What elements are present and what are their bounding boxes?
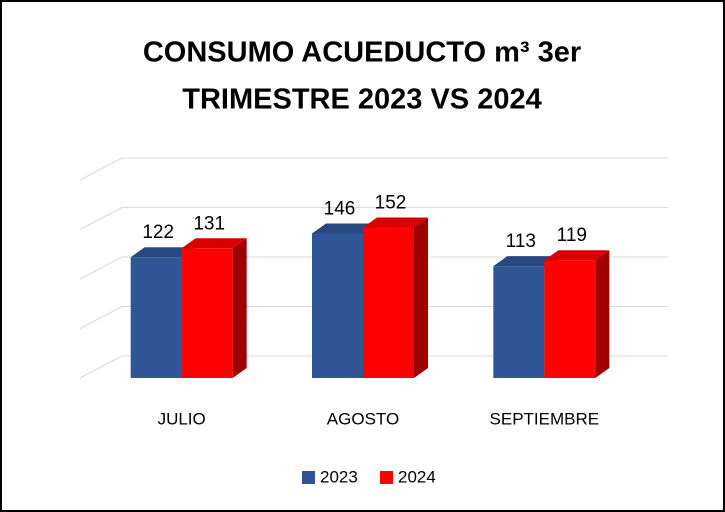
bar-side: [414, 217, 428, 378]
bar: [181, 248, 233, 378]
grid-line: [79, 355, 123, 379]
bar-top: [181, 238, 247, 249]
bar-side: [232, 238, 247, 378]
bar: [363, 227, 414, 378]
legend-label: 2023: [320, 467, 358, 486]
legend-swatch: [302, 471, 315, 484]
legend-label: 2024: [398, 467, 436, 486]
bar-top: [544, 250, 610, 261]
value-label: 146: [324, 198, 356, 219]
bar: [544, 260, 596, 378]
value-label: 122: [142, 222, 174, 243]
bar: [493, 266, 545, 378]
chart-title: TRIMESTRE 2023 VS 2024: [182, 84, 541, 116]
bar-top: [130, 247, 196, 258]
x-tick-label: JULIO: [158, 409, 206, 428]
value-label: 119: [557, 225, 587, 246]
legend-swatch: [380, 471, 393, 484]
value-label: 113: [506, 231, 536, 252]
bar: [130, 257, 182, 378]
bar-top: [493, 256, 559, 267]
bar: [312, 233, 363, 378]
grid-line: [79, 157, 123, 181]
grid-line: [79, 306, 123, 329]
x-tick-label: AGOSTO: [327, 409, 399, 428]
grid-line: [79, 207, 123, 230]
bar-side: [595, 250, 610, 378]
grid-line: [79, 256, 123, 280]
bar-top: [312, 223, 377, 234]
bar-top: [363, 217, 428, 228]
chart-title: CONSUMO ACUEDUCTO m³ 3er: [143, 37, 581, 69]
value-label: 152: [375, 193, 407, 214]
value-label: 131: [193, 213, 225, 234]
x-tick-label: SEPTIEMBRE: [490, 409, 600, 428]
